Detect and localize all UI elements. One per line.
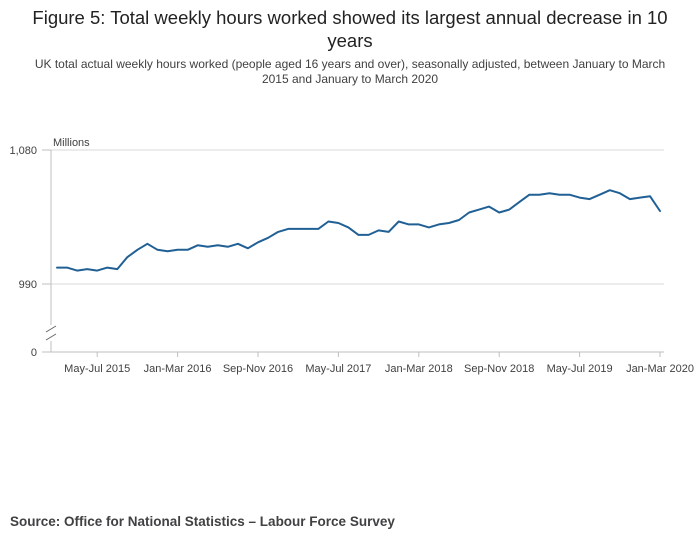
x-tick-label: May-Jul 2019: [547, 363, 613, 375]
series-line: [56, 189, 661, 272]
chart-title: Figure 5: Total weekly hours worked show…: [32, 7, 668, 51]
series: [56, 189, 661, 272]
chart-subtitle: UK total actual weekly hours worked (peo…: [34, 57, 666, 86]
x-tick-label: Jan-Mar 2018: [385, 363, 453, 375]
y-axis-label: Millions: [53, 137, 90, 149]
y-tick-label: 0: [31, 347, 37, 359]
axis-break-marker: [45, 325, 57, 341]
gridlines: [51, 149, 664, 285]
x-tick-label: May-Jul 2017: [305, 363, 371, 375]
axis-labels: 1,080 990 0 Millions May-Jul 2015 Jan-Mar 201…: [9, 137, 693, 375]
x-tick-label: Jan-Mar 2016: [144, 363, 212, 375]
x-tick-label: Sep-Nov 2016: [223, 363, 293, 375]
y-tick-label: 1,080: [9, 145, 37, 157]
x-tick-label: Sep-Nov 2018: [464, 363, 534, 375]
source-note: Source: Office for National Statistics –…: [10, 514, 395, 529]
x-tick-label: Jan-Mar 2020: [626, 363, 694, 375]
x-tick-label: May-Jul 2015: [64, 363, 130, 375]
axes: [42, 149, 664, 357]
y-tick-label: 990: [19, 279, 37, 291]
